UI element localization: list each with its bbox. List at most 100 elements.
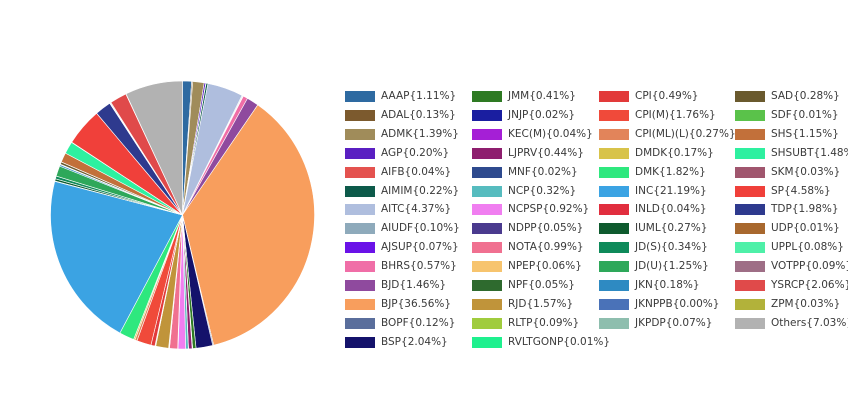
legend-swatch (345, 91, 375, 102)
legend-label: VOTPP{0.09%} (771, 260, 848, 273)
legend-label: AIFB{0.04%} (381, 165, 452, 178)
legend-label: JKPDP{0.07%} (635, 316, 713, 329)
legend-label: NOTA{0.99%} (508, 241, 584, 254)
legend-swatch (599, 91, 629, 102)
legend-label: MNF{0.02%} (508, 165, 578, 178)
legend-label: BJP{36.56%} (381, 297, 452, 310)
legend-swatch (345, 242, 375, 254)
legend-swatch (735, 109, 765, 121)
pie-slice-bjp (182, 104, 315, 346)
legend-label: AIMIM{0.22%} (381, 184, 460, 197)
legend-swatch (345, 204, 375, 216)
legend-swatch (345, 317, 375, 329)
legend: AAAP{1.11%} ADAL{0.13%} ADMK{1.39%} AGP{0.2… (345, 88, 848, 348)
legend-swatch (735, 280, 765, 291)
legend-label: SDF{0.01%} (771, 108, 839, 121)
legend-label: ADAL{0.13%} (381, 108, 456, 121)
legend-label: CPI(ML)(L){0.27%} (635, 127, 736, 140)
legend-swatch (345, 280, 375, 291)
legend-swatch (472, 109, 502, 121)
legend-swatch (735, 128, 765, 140)
legend-swatch (345, 166, 375, 178)
legend-swatch (735, 91, 765, 102)
legend-swatch (345, 147, 375, 159)
legend-swatch (599, 185, 629, 197)
legend-swatch (599, 109, 629, 121)
legend-swatch (599, 204, 629, 216)
legend-swatch (472, 223, 502, 235)
legend-label: NCPSP{0.92%} (508, 203, 590, 216)
legend-label: TDP{1.98%} (771, 203, 839, 216)
legend-swatch (472, 317, 502, 329)
legend-label: AAAP{1.11%} (381, 90, 457, 102)
legend-swatch (472, 242, 502, 254)
legend-swatch (472, 91, 502, 102)
legend-swatch (472, 280, 502, 291)
legend-swatch (599, 128, 629, 140)
legend-swatch (599, 317, 629, 329)
legend-label: AGP{0.20%} (381, 146, 450, 159)
legend-label: DMDK{0.17%} (635, 146, 714, 159)
legend-label: ADMK{1.39%} (381, 127, 459, 140)
legend-swatch (735, 242, 765, 254)
legend-swatch (599, 166, 629, 178)
legend-label: IUML{0.27%} (635, 222, 708, 235)
legend-label: JMM{0.41%} (508, 90, 576, 102)
legend-swatch (599, 280, 629, 291)
legend-label: JKN{0.18%} (635, 279, 700, 291)
legend-label: NPF{0.05%} (508, 279, 575, 291)
legend-label: KEC(M){0.04%} (508, 127, 593, 140)
legend-swatch (599, 147, 629, 159)
legend-label: YSRCP{2.06%} (771, 279, 848, 291)
legend-swatch (345, 336, 375, 348)
legend-label: SKM{0.03%} (771, 165, 841, 178)
legend-label: BHRS{0.57%} (381, 260, 457, 273)
legend-swatch (735, 317, 765, 329)
legend-label: JNJP{0.02%} (508, 108, 576, 121)
legend-swatch (735, 204, 765, 216)
legend-label: RJD{1.57%} (508, 297, 574, 310)
legend-swatch (472, 185, 502, 197)
legend-label: SP{4.58%} (771, 184, 831, 197)
legend-label: UDP{0.01%} (771, 222, 840, 235)
legend-swatch (735, 147, 765, 159)
legend-swatch (472, 204, 502, 216)
legend-label: ZPM{0.03%} (771, 297, 841, 310)
legend-label: INC{21.19%} (635, 184, 707, 197)
legend-swatch (599, 223, 629, 235)
legend-label: JD(U){1.25%} (635, 260, 709, 273)
legend-swatch (345, 261, 375, 273)
legend-label: INLD{0.04%} (635, 203, 707, 216)
legend-label: NDPP{0.05%} (508, 222, 584, 235)
legend-swatch (472, 147, 502, 159)
pie-plot-area (50, 80, 315, 350)
legend-swatch (599, 298, 629, 310)
legend-label: DMK{1.82%} (635, 165, 706, 178)
legend-label: SAD{0.28%} (771, 90, 840, 102)
pie-slice-inc (50, 180, 183, 334)
legend-swatch (345, 298, 375, 310)
legend-label: UPPL{0.08%} (771, 241, 844, 254)
legend-label: CPI(M){1.76%} (635, 108, 716, 121)
legend-label: BJD{1.46%} (381, 279, 447, 291)
legend-swatch (345, 109, 375, 121)
legend-label: RVLTGONP{0.01%} (508, 335, 611, 348)
legend-label: SHS{1.15%} (771, 127, 839, 140)
legend-label: AIUDF{0.10%} (381, 222, 460, 235)
legend-label: CPI{0.49%} (635, 90, 699, 102)
legend-swatch (472, 336, 502, 348)
pie-slice-others (125, 80, 183, 216)
legend-label: RLTP{0.09%} (508, 316, 580, 329)
legend-swatch (472, 261, 502, 273)
legend-label: BSP{2.04%} (381, 335, 448, 348)
legend-label: AITC{4.37%} (381, 203, 452, 216)
legend-swatch (599, 261, 629, 273)
legend-swatch (472, 166, 502, 178)
legend-label: JD(S){0.34%} (635, 241, 708, 254)
legend-label: LJPRV{0.44%} (508, 146, 584, 159)
legend-label: Others{7.03%} (771, 316, 848, 329)
legend-swatch (472, 298, 502, 310)
legend-label: AJSUP{0.07%} (381, 241, 459, 254)
legend-label: BOPF{0.12%} (381, 316, 456, 329)
